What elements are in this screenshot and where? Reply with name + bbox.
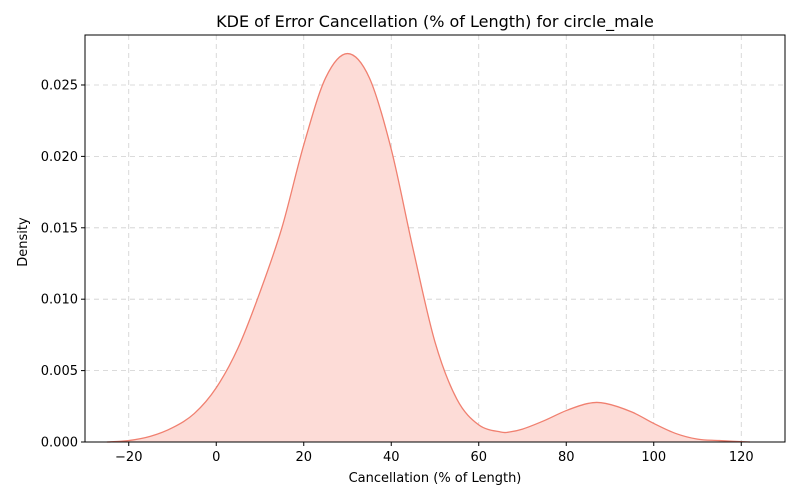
y-tick-label: 0.000 — [41, 436, 78, 451]
x-tick-label: 40 — [383, 450, 400, 465]
kde-area-fill — [106, 53, 750, 443]
x-tick-label: 0 — [212, 450, 220, 465]
y-tick-label: 0.015 — [41, 221, 78, 236]
x-tick-label: −20 — [115, 450, 142, 465]
y-tick-label: 0.010 — [41, 293, 78, 308]
x-axis-title: Cancellation (% of Length) — [349, 471, 522, 486]
y-axis: 0.000 0.005 0.010 0.015 0.020 0.025 — [41, 78, 85, 451]
x-tick-label: 100 — [641, 450, 666, 465]
x-axis: −20 0 20 40 60 80 100 120 — [115, 442, 754, 465]
plot-frame — [84, 34, 786, 443]
y-axis-title: Density — [16, 217, 31, 267]
grid-lines — [85, 35, 785, 443]
chart-title: KDE of Error Cancellation (% of Length) … — [216, 12, 654, 32]
y-tick-label: 0.020 — [41, 150, 78, 165]
kde-density-line — [106, 52, 751, 443]
x-tick-label: 20 — [295, 450, 312, 465]
y-tick-label: 0.005 — [41, 364, 78, 379]
y-tick-label: 0.025 — [41, 78, 78, 93]
x-tick-label: 120 — [729, 450, 754, 465]
x-tick-label: 80 — [558, 450, 575, 465]
x-tick-label: 60 — [470, 450, 487, 465]
series-layer — [106, 52, 751, 443]
